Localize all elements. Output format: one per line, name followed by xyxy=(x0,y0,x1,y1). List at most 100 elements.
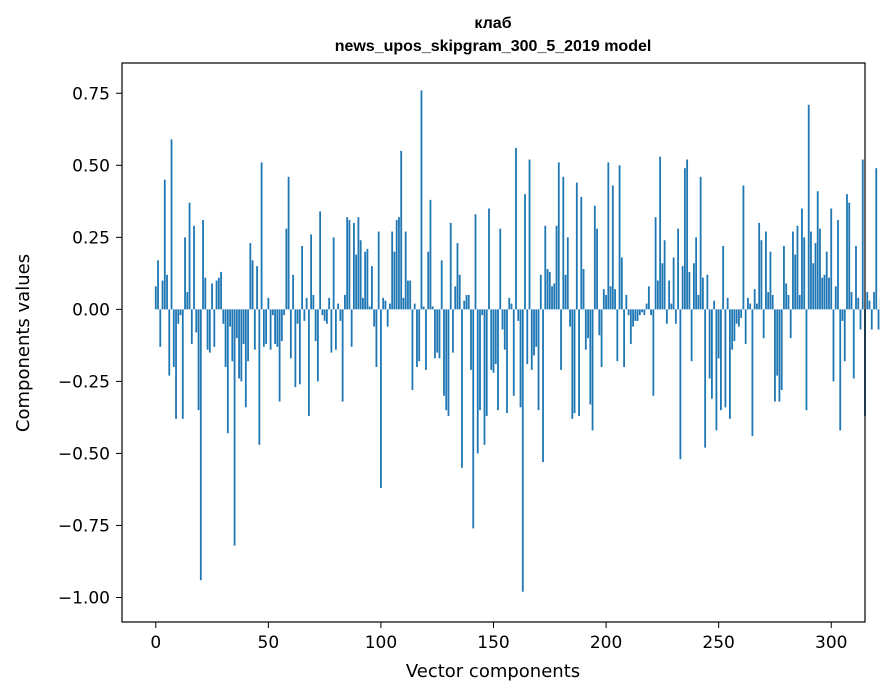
bar xyxy=(623,309,625,367)
bar xyxy=(519,309,522,408)
bar xyxy=(659,156,662,310)
bar xyxy=(307,309,310,416)
bar xyxy=(332,237,335,310)
bar xyxy=(650,309,653,316)
y-tick-label: 0.75 xyxy=(72,84,110,104)
bar xyxy=(774,309,776,402)
bar xyxy=(355,254,358,310)
bar xyxy=(850,292,853,310)
bar xyxy=(652,309,655,396)
bar xyxy=(683,168,686,310)
y-tick-label: 0.00 xyxy=(72,300,110,320)
bar xyxy=(823,274,826,310)
bar xyxy=(357,217,360,310)
bar xyxy=(582,269,585,310)
bar xyxy=(828,277,830,310)
bar xyxy=(873,292,875,310)
bar xyxy=(411,309,414,391)
bar xyxy=(179,309,182,316)
bar xyxy=(670,303,673,310)
bar xyxy=(476,309,479,454)
bar xyxy=(765,231,767,310)
bar xyxy=(744,309,747,344)
x-axis-label: Vector components xyxy=(406,661,580,682)
bar xyxy=(551,286,553,310)
bar xyxy=(497,309,499,411)
bar xyxy=(168,309,171,376)
bar xyxy=(235,309,238,339)
bar xyxy=(706,274,709,310)
bar xyxy=(837,220,839,310)
bar xyxy=(310,234,313,310)
bar xyxy=(641,309,643,313)
bar xyxy=(722,245,725,310)
bar xyxy=(323,309,326,321)
bar xyxy=(470,309,472,370)
bar xyxy=(425,309,427,370)
bar xyxy=(688,271,691,310)
bar xyxy=(663,240,666,310)
bar xyxy=(420,90,423,310)
bar xyxy=(692,263,695,310)
bar xyxy=(172,309,175,367)
bar xyxy=(843,309,846,362)
bar xyxy=(562,176,565,310)
bar xyxy=(672,257,675,310)
bar xyxy=(479,309,481,411)
bar xyxy=(440,260,443,310)
bar xyxy=(537,309,540,411)
bar xyxy=(524,194,526,310)
bar xyxy=(373,309,376,327)
bar xyxy=(400,150,403,310)
bar xyxy=(301,245,304,310)
bar xyxy=(292,274,295,310)
bar xyxy=(857,297,860,310)
bar xyxy=(668,280,671,310)
bar xyxy=(220,271,222,310)
bar xyxy=(418,309,421,362)
bar xyxy=(834,286,837,310)
bar xyxy=(733,309,736,342)
bar xyxy=(204,277,207,310)
bar xyxy=(402,297,405,310)
bar xyxy=(539,274,542,310)
bar xyxy=(499,228,502,310)
bar xyxy=(256,266,258,310)
bar xyxy=(515,148,517,310)
bar xyxy=(785,283,788,310)
bar xyxy=(353,222,355,310)
bar xyxy=(271,309,274,316)
bar xyxy=(816,191,819,310)
bar xyxy=(485,309,488,416)
bar xyxy=(305,297,308,310)
bar xyxy=(877,309,880,330)
bar xyxy=(614,289,616,310)
bar xyxy=(391,231,394,310)
bar xyxy=(792,231,794,310)
bar xyxy=(407,280,409,310)
bar xyxy=(528,159,531,310)
bar xyxy=(490,309,493,370)
bar xyxy=(341,309,344,402)
bar xyxy=(395,220,398,310)
bar xyxy=(202,220,204,310)
bar xyxy=(157,260,159,310)
bar xyxy=(389,303,391,310)
bar xyxy=(762,309,765,339)
bar xyxy=(591,309,594,431)
bar xyxy=(638,309,641,316)
bar xyxy=(740,309,743,318)
bar xyxy=(344,294,346,310)
bar xyxy=(366,248,369,310)
bar xyxy=(679,309,682,460)
bar xyxy=(330,309,333,353)
bar xyxy=(334,309,337,350)
x-tick-label: 150 xyxy=(477,633,509,653)
bar xyxy=(560,309,562,370)
bar xyxy=(868,300,871,310)
bar xyxy=(206,309,209,350)
bar xyxy=(810,231,812,310)
bar xyxy=(483,309,486,445)
bar xyxy=(715,309,718,431)
